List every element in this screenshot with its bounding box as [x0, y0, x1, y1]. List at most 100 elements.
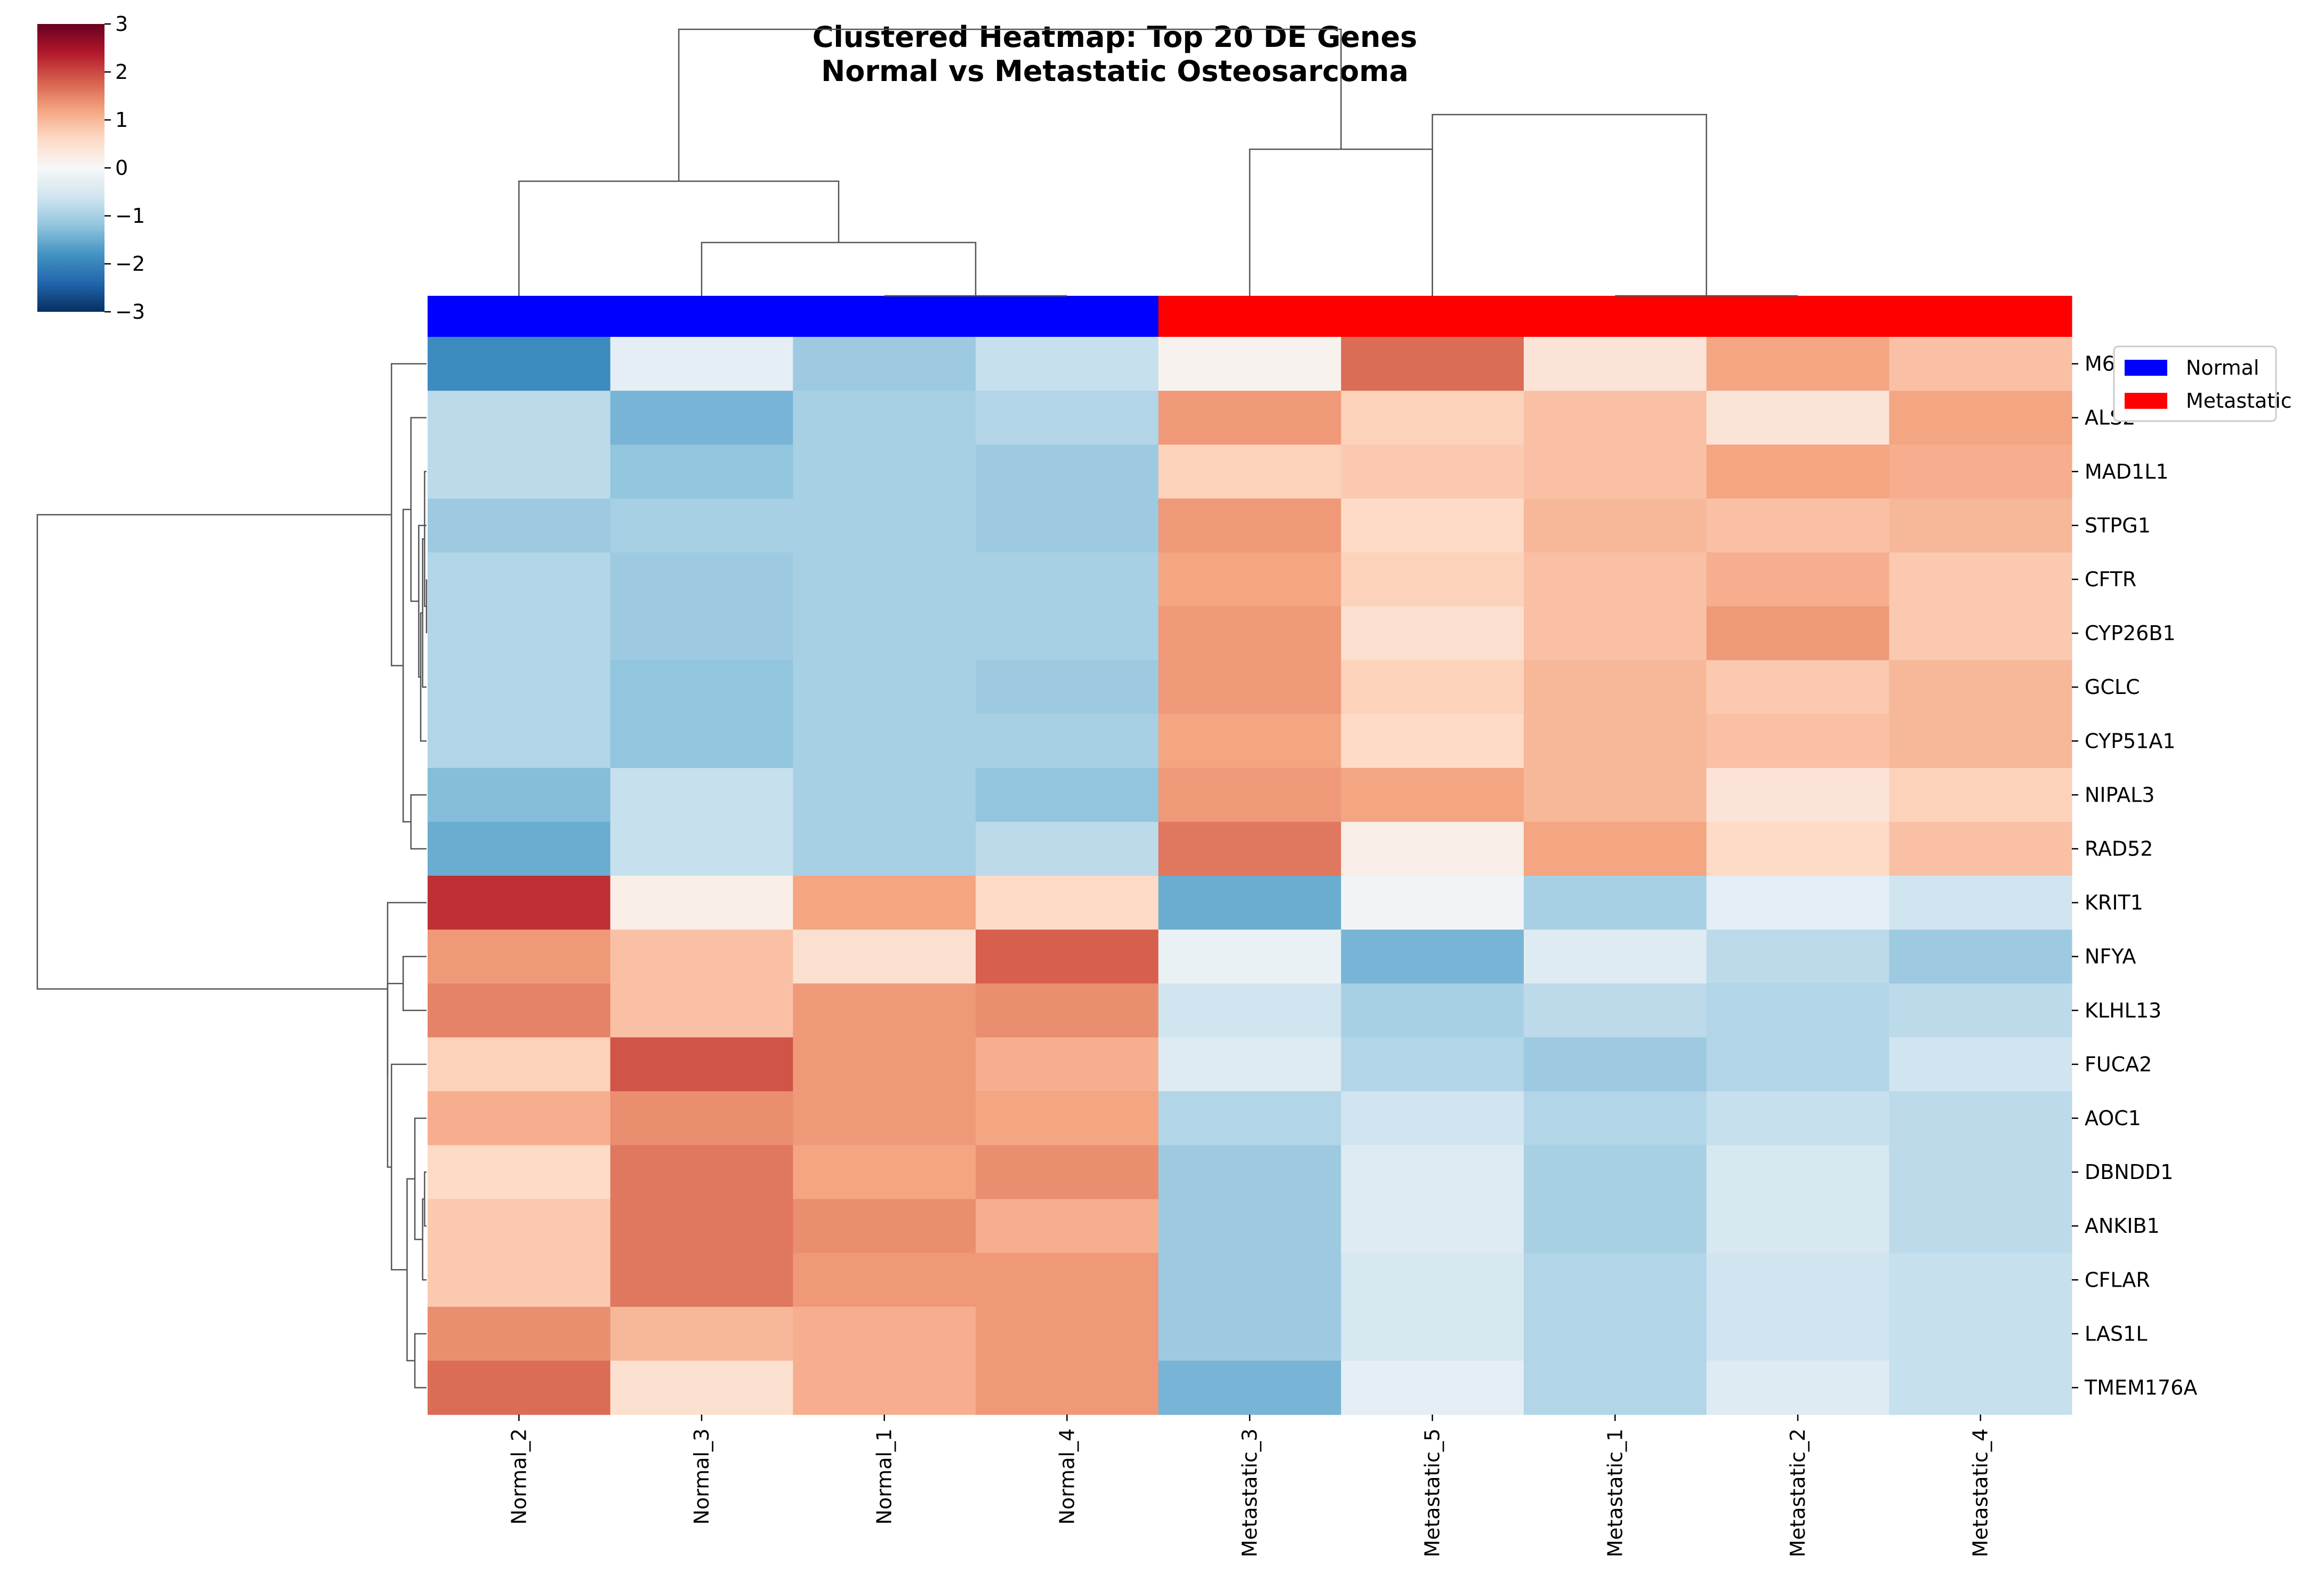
- cell-dbndd1-normal-3: [610, 1145, 793, 1200]
- cell-nipal3-normal-2: [428, 768, 611, 822]
- cell-klhl13-metastatic-5: [1341, 983, 1524, 1038]
- heatmap-cells: [428, 337, 2072, 1415]
- cell-nfya-metastatic-3: [1158, 930, 1341, 984]
- cell-cflar-normal-1: [793, 1253, 976, 1307]
- cell-dbndd1-metastatic-5: [1341, 1145, 1524, 1200]
- cell-cftr-normal-3: [610, 552, 793, 607]
- cell-stpg1-metastatic-2: [1706, 498, 1889, 553]
- row-label-nipal3: NIPAL3: [2085, 783, 2154, 806]
- cell-gclc-metastatic-2: [1706, 660, 1889, 715]
- cell-klhl13-normal-1: [793, 983, 976, 1038]
- cell-stpg1-normal-2: [428, 498, 611, 553]
- cell-m6pr-metastatic-4: [1889, 337, 2072, 391]
- cell-cyp51a1-metastatic-4: [1889, 714, 2072, 769]
- cell-als2-normal-4: [976, 391, 1159, 445]
- cell-cftr-metastatic-5: [1341, 552, 1524, 607]
- cell-mad1l1-normal-4: [976, 445, 1159, 499]
- cell-nipal3-metastatic-3: [1158, 768, 1341, 822]
- cell-m6pr-normal-4: [976, 337, 1159, 391]
- cell-fuca2-metastatic-1: [1524, 1037, 1707, 1092]
- cell-dbndd1-normal-1: [793, 1145, 976, 1200]
- cell-gclc-metastatic-3: [1158, 660, 1341, 715]
- cell-aoc1-metastatic-1: [1524, 1091, 1707, 1146]
- cell-klhl13-normal-4: [976, 983, 1159, 1038]
- row-dendro-link-17: [387, 902, 427, 1076]
- cell-nipal3-normal-3: [610, 768, 793, 822]
- colorbar-tick-label--3: −3: [115, 300, 145, 324]
- cell-tmem176a-normal-2: [428, 1360, 611, 1415]
- cell-gclc-normal-3: [610, 660, 793, 715]
- cell-nipal3-metastatic-5: [1341, 768, 1524, 822]
- col-label-normal-4: Normal_4: [1055, 1428, 1079, 1525]
- cell-aoc1-metastatic-4: [1889, 1091, 2072, 1146]
- cell-cyp26b1-normal-2: [428, 606, 611, 661]
- cell-klhl13-normal-3: [610, 983, 793, 1038]
- group-bar-metastatic-2: [1706, 296, 1889, 337]
- cell-cftr-metastatic-2: [1706, 552, 1889, 607]
- col-label-metastatic-2: Metastatic_2: [1786, 1428, 1810, 1557]
- row-label-cyp26b1: CYP26B1: [2085, 621, 2176, 645]
- cell-cyp26b1-metastatic-3: [1158, 606, 1341, 661]
- cell-nipal3-metastatic-4: [1889, 768, 2072, 822]
- col-dendro-link-6: [678, 28, 1342, 181]
- cell-cyp51a1-normal-4: [976, 714, 1159, 769]
- cell-klhl13-metastatic-4: [1889, 983, 2072, 1038]
- cell-krit1-metastatic-3: [1158, 876, 1341, 930]
- row-dendro-link-15: [402, 956, 427, 1011]
- col-label-metastatic-3: Metastatic_3: [1238, 1428, 1261, 1557]
- chart-subtitle: Normal vs Metastatic Osteosarcoma: [821, 54, 1409, 88]
- cell-cftr-normal-4: [976, 552, 1159, 607]
- cell-stpg1-metastatic-5: [1341, 498, 1524, 553]
- cell-krit1-normal-2: [428, 876, 611, 930]
- row-dendro-link-6: [410, 794, 427, 850]
- cell-nipal3-metastatic-2: [1706, 768, 1889, 822]
- cell-cftr-normal-1: [793, 552, 976, 607]
- cell-klhl13-metastatic-3: [1158, 983, 1341, 1038]
- cell-las1l-metastatic-4: [1889, 1306, 2072, 1361]
- cell-als2-normal-2: [428, 391, 611, 445]
- cell-cflar-metastatic-1: [1524, 1253, 1707, 1307]
- cell-krit1-normal-1: [793, 876, 976, 930]
- cell-krit1-normal-3: [610, 876, 793, 930]
- col-dendro-link-4: [1249, 148, 1433, 296]
- cell-cyp51a1-metastatic-1: [1524, 714, 1707, 769]
- cell-cflar-normal-3: [610, 1253, 793, 1307]
- row-dendro-link-18: [36, 514, 392, 990]
- cell-tmem176a-metastatic-1: [1524, 1360, 1707, 1415]
- cell-cftr-metastatic-3: [1158, 552, 1341, 607]
- cell-gclc-metastatic-1: [1524, 660, 1707, 715]
- cell-nfya-normal-3: [610, 930, 793, 984]
- legend-swatch-metastatic: [2125, 393, 2167, 409]
- cell-dbndd1-metastatic-1: [1524, 1145, 1707, 1200]
- cell-cflar-metastatic-2: [1706, 1253, 1889, 1307]
- col-label-metastatic-5: Metastatic_5: [1421, 1428, 1444, 1557]
- row-label-cftr: CFTR: [2085, 568, 2136, 591]
- cell-gclc-metastatic-5: [1341, 660, 1524, 715]
- colorbar-tick-label-2: 2: [115, 60, 128, 84]
- cell-m6pr-normal-3: [610, 337, 793, 391]
- col-label-normal-1: Normal_1: [873, 1428, 896, 1525]
- cell-ankib1-normal-3: [610, 1199, 793, 1254]
- cell-cyp51a1-normal-2: [428, 714, 611, 769]
- cell-fuca2-normal-3: [610, 1037, 793, 1092]
- cell-cyp26b1-metastatic-4: [1889, 606, 2072, 661]
- cell-fuca2-normal-2: [428, 1037, 611, 1092]
- cell-fuca2-metastatic-3: [1158, 1037, 1341, 1092]
- cell-m6pr-metastatic-3: [1158, 337, 1341, 391]
- cell-gclc-normal-2: [428, 660, 611, 715]
- legend: Normal Metastatic: [2113, 345, 2292, 422]
- cell-stpg1-normal-3: [610, 498, 793, 553]
- colorbar-tick-label--1: −1: [115, 204, 145, 228]
- cell-m6pr-normal-1: [793, 337, 976, 391]
- cell-aoc1-normal-1: [793, 1091, 976, 1146]
- row-label-gclc: GCLC: [2085, 675, 2140, 699]
- row-label-cflar: CFLAR: [2085, 1268, 2150, 1291]
- cell-mad1l1-metastatic-3: [1158, 445, 1341, 499]
- cell-las1l-normal-3: [610, 1306, 793, 1361]
- col-label-normal-3: Normal_3: [690, 1428, 713, 1525]
- row-label-cyp51a1: CYP51A1: [2085, 729, 2176, 753]
- cell-las1l-normal-4: [976, 1306, 1159, 1361]
- cell-aoc1-metastatic-5: [1341, 1091, 1524, 1146]
- cell-mad1l1-metastatic-4: [1889, 445, 2072, 499]
- cell-mad1l1-metastatic-1: [1524, 445, 1707, 499]
